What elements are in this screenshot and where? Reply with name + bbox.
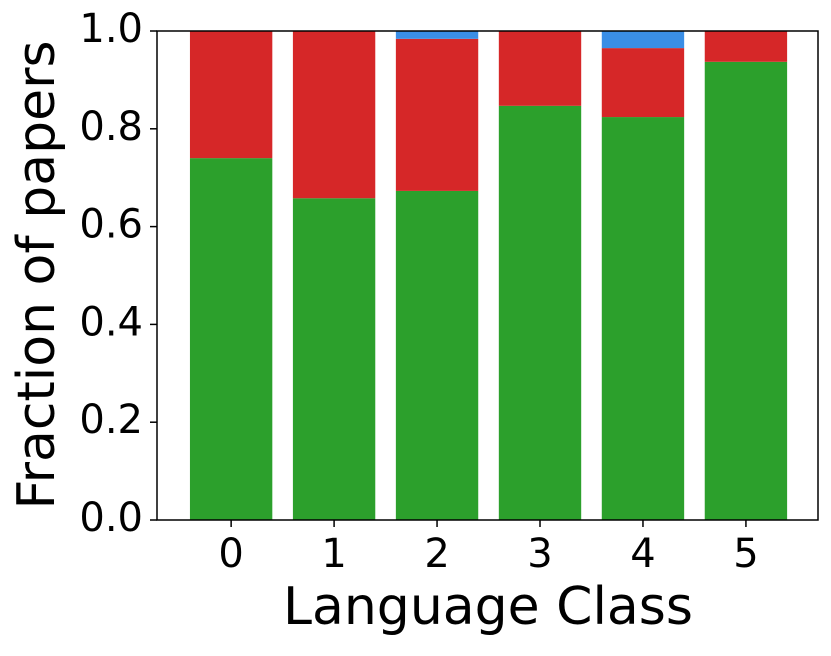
- bar-segment: [704, 61, 788, 520]
- bar-segment: [292, 198, 376, 520]
- x-tick-label: 0: [218, 531, 243, 577]
- bar-segment: [189, 31, 273, 159]
- y-tick-label: 0.6: [79, 202, 143, 248]
- bar-segment: [292, 31, 376, 199]
- bar-segment: [601, 31, 685, 49]
- y-tick-label: 0.8: [79, 104, 143, 150]
- y-tick-label: 0.4: [79, 299, 143, 345]
- y-tick-label: 0.2: [79, 397, 143, 443]
- bar-segment: [395, 31, 479, 39]
- bar-segment: [189, 158, 273, 520]
- plot-frame: [156, 30, 819, 521]
- x-axis-label: Language Class: [283, 577, 693, 637]
- x-tick-label: 1: [321, 531, 346, 577]
- y-axis-label: Fraction of papers: [7, 40, 67, 509]
- bar-segment: [498, 105, 582, 520]
- y-tick-label: 1.0: [79, 6, 143, 52]
- y-tick-label: 0.0: [79, 495, 143, 541]
- x-tick-label: 3: [527, 531, 552, 577]
- x-tick-label: 5: [733, 531, 758, 577]
- bar-segment: [601, 48, 685, 118]
- bar-segment: [601, 117, 685, 521]
- bar-segment: [395, 190, 479, 520]
- bar-segment: [395, 38, 479, 191]
- bar-segment: [704, 31, 788, 62]
- x-tick-label: 2: [424, 531, 449, 577]
- bar-segment: [498, 31, 582, 106]
- x-tick-label: 4: [630, 531, 655, 577]
